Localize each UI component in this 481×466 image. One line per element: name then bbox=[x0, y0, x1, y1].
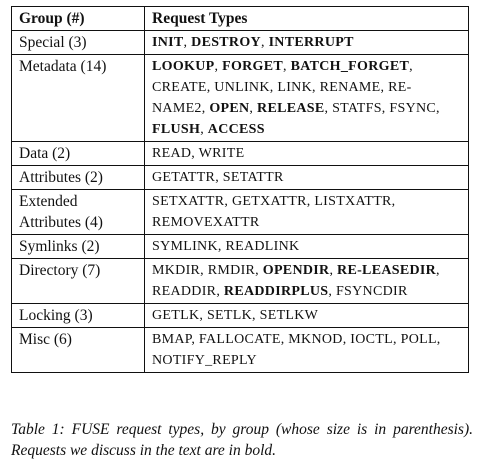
table-row: Attributes (2) GETATTR, SETATTR bbox=[11, 165, 469, 190]
bold-request-name: DESTROY bbox=[191, 35, 261, 50]
table-row: Metadata (14) LOOKUP, FORGET, BATCH_FORGE… bbox=[11, 54, 469, 142]
bold-request-name: RE-LEASEDIR bbox=[337, 263, 437, 278]
bold-request-name: OPEN bbox=[209, 101, 250, 116]
group-cell: Metadata (14) bbox=[11, 54, 145, 142]
group-cell: Special (3) bbox=[11, 30, 145, 55]
request-text: GETATTR, SETATTR bbox=[152, 170, 284, 185]
table-body: Special (3) INIT, DESTROY, INTERRUPT Metad… bbox=[11, 30, 469, 373]
request-types-cell: LOOKUP, FORGET, BATCH_FORGET, CREATE, UN… bbox=[144, 54, 469, 142]
bold-request-name: OPENDIR bbox=[262, 263, 330, 278]
request-text: , FSYNCDIR bbox=[328, 284, 408, 299]
bold-request-name: READDIRPLUS bbox=[223, 284, 329, 299]
table-row: Extended Attributes (4) SETXATTR, GETXATT… bbox=[11, 189, 469, 235]
bold-request-name: RELEASE bbox=[257, 101, 325, 116]
fuse-request-table: Group (#) Request Types Special (3) INIT,… bbox=[11, 6, 469, 373]
header-group: Group (#) bbox=[11, 6, 145, 31]
request-types-cell: GETLK, SETLK, SETLKW bbox=[144, 303, 469, 328]
request-text: , bbox=[283, 59, 291, 74]
bold-request-name: LOOKUP bbox=[152, 59, 215, 74]
request-text: MKDIR, RMDIR, bbox=[152, 263, 263, 278]
request-types-cell: READ, WRITE bbox=[144, 141, 469, 166]
group-cell: Locking (3) bbox=[11, 303, 145, 328]
request-text: , bbox=[329, 263, 338, 278]
bold-request-name: INTERRUPT bbox=[268, 35, 354, 50]
table-row: Data (2) READ, WRITE bbox=[11, 141, 469, 166]
table-row: Symlinks (2) SYMLINK, READLINK bbox=[11, 234, 469, 259]
request-text: BMAP, FALLOCATE, MKNOD, IOCTL, POLL, NOT… bbox=[152, 332, 441, 368]
group-cell: Data (2) bbox=[11, 141, 145, 166]
request-types-cell: GETATTR, SETATTR bbox=[144, 165, 469, 190]
request-text: , bbox=[200, 122, 208, 137]
bold-request-name: FORGET bbox=[222, 59, 284, 74]
request-text: , bbox=[249, 101, 258, 116]
request-text: , READDIR, bbox=[152, 263, 440, 299]
group-cell: Misc (6) bbox=[11, 327, 145, 373]
table-caption: Table 1: FUSE request types, by group (w… bbox=[11, 421, 473, 459]
request-text: , bbox=[183, 35, 192, 50]
table-row: Special (3) INIT, DESTROY, INTERRUPT bbox=[11, 30, 469, 55]
bold-request-name: BATCH_FORGET bbox=[290, 59, 410, 74]
request-text: , STATFS, FSYNC, bbox=[324, 101, 440, 116]
request-text: , bbox=[260, 35, 269, 50]
request-types-cell: SYMLINK, READLINK bbox=[144, 234, 469, 259]
group-cell: Attributes (2) bbox=[11, 165, 145, 190]
bold-request-name: INIT bbox=[152, 35, 184, 50]
table-header-row: Group (#) Request Types bbox=[11, 6, 469, 31]
request-text: GETLK, SETLK, SETLKW bbox=[152, 308, 319, 323]
request-text: SYMLINK, READLINK bbox=[152, 239, 300, 254]
table-row: Directory (7) MKDIR, RMDIR, OPENDIR, RE-L… bbox=[11, 258, 469, 304]
group-cell: Extended Attributes (4) bbox=[11, 189, 145, 235]
table-row: Locking (3) GETLK, SETLK, SETLKW bbox=[11, 303, 469, 328]
request-types-cell: SETXATTR, GETXATTR, LISTXATTR, REMOVEXAT… bbox=[144, 189, 469, 235]
request-text: READ, WRITE bbox=[152, 146, 245, 161]
group-cell: Directory (7) bbox=[11, 258, 145, 304]
request-types-cell: INIT, DESTROY, INTERRUPT bbox=[144, 30, 469, 55]
header-request-types: Request Types bbox=[144, 6, 469, 31]
bold-request-name: FLUSH bbox=[152, 122, 201, 137]
request-text: , CREATE, UNLINK, LINK, RENAME, RE-NAME2… bbox=[152, 59, 413, 116]
request-text: SETXATTR, GETXATTR, LISTXATTR, REMOVEXAT… bbox=[152, 194, 396, 230]
request-text: , bbox=[214, 59, 223, 74]
group-cell: Symlinks (2) bbox=[11, 234, 145, 259]
bold-request-name: ACCESS bbox=[207, 122, 265, 137]
request-types-cell: MKDIR, RMDIR, OPENDIR, RE-LEASEDIR, READ… bbox=[144, 258, 469, 304]
request-types-cell: BMAP, FALLOCATE, MKNOD, IOCTL, POLL, NOT… bbox=[144, 327, 469, 373]
table-row: Misc (6) BMAP, FALLOCATE, MKNOD, IOCTL, P… bbox=[11, 327, 469, 373]
